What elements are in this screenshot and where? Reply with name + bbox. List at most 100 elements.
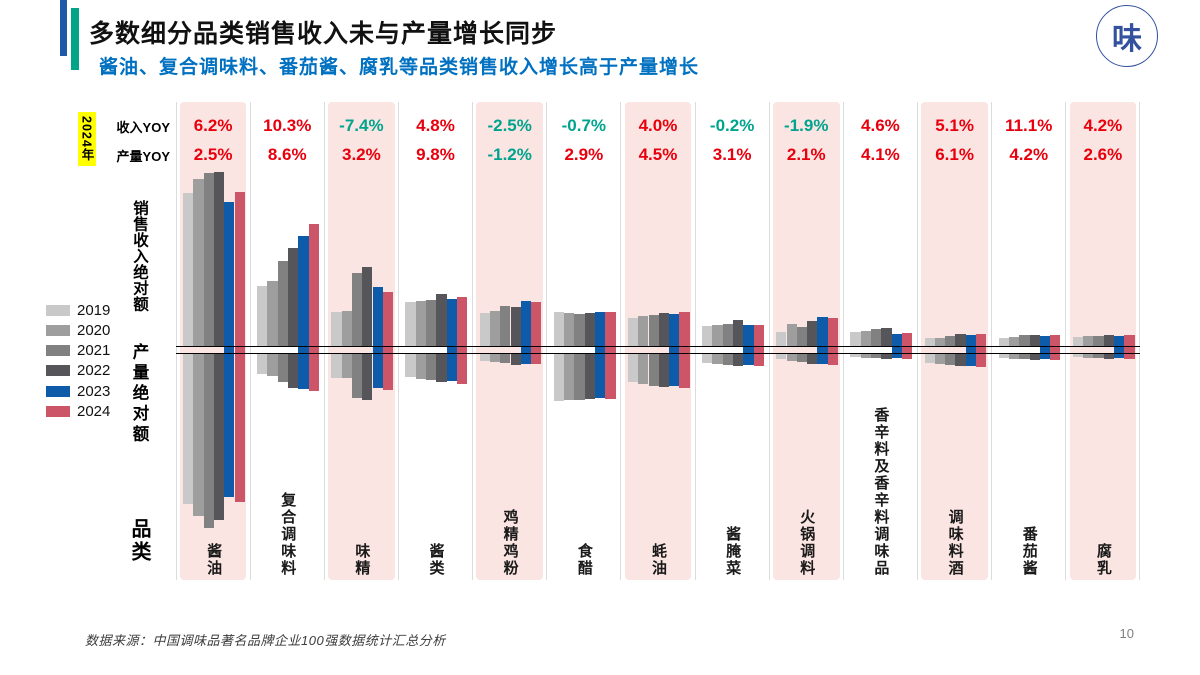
revenue-axis-label: 销售收入绝对额 xyxy=(131,200,148,312)
revenue-production-bar-2024 xyxy=(753,325,764,366)
revenue-production-bar-2024 xyxy=(976,334,987,367)
legend-label: 2022 xyxy=(77,362,111,380)
legend-swatch xyxy=(46,406,70,417)
production-bar-2019 xyxy=(924,353,935,363)
accent-bar-teal xyxy=(71,8,79,70)
column-separator xyxy=(249,102,251,580)
production-yoy-row-label: 产量YOY xyxy=(116,149,170,164)
legend-label: 2024 xyxy=(77,403,111,420)
category-label: 调味料酒 xyxy=(946,509,964,577)
production-bar-2022 xyxy=(510,353,521,365)
production-bar-2020 xyxy=(564,353,575,400)
production-bar-2019 xyxy=(1072,353,1084,357)
revenue-bar-2019 xyxy=(850,332,861,346)
page-title: 多数细分品类销售收入未与产量增长同步 xyxy=(89,20,558,48)
revenue-yoy-value: 4.6% xyxy=(861,116,900,135)
category-axis-label: 品类 xyxy=(128,518,150,564)
revenue-bar-2021 xyxy=(722,324,733,346)
legend-label: 2020 xyxy=(77,321,111,339)
production-bar-2021 xyxy=(945,353,956,365)
production-bar-2022 xyxy=(436,353,447,382)
revenue-bar-2020 xyxy=(341,311,352,346)
revenue-bar-2022 xyxy=(881,328,892,346)
revenue-bar-2021 xyxy=(945,336,956,346)
revenue-yoy-value: -7.4% xyxy=(339,116,384,135)
production-bar-2022 xyxy=(213,353,225,520)
revenue-bar-2022 xyxy=(584,313,595,346)
production-bar-2020 xyxy=(638,353,649,384)
production-bar-2022 xyxy=(658,353,670,387)
production-yoy-value: 9.8% xyxy=(416,145,455,164)
revenue-bar-2020 xyxy=(564,313,575,346)
revenue-bar-2022 xyxy=(732,320,744,346)
production-bar-2019 xyxy=(998,353,1009,358)
production-bar-2022 xyxy=(584,353,595,399)
production-yoy-value: 8.6% xyxy=(267,145,307,164)
revenue-bar-2021 xyxy=(648,315,659,346)
revenue-production-bar-2023 xyxy=(817,317,828,364)
production-bar-2019 xyxy=(405,353,416,377)
revenue-bar-2020 xyxy=(1083,336,1094,346)
revenue-yoy-value: 4.2% xyxy=(1083,116,1123,135)
column-separator xyxy=(1139,102,1141,580)
category-label: 食醋 xyxy=(575,543,593,577)
revenue-yoy-value: 6.2% xyxy=(193,116,233,135)
production-bar-2020 xyxy=(341,353,352,378)
revenue-production-bar-2023 xyxy=(669,314,680,386)
production-bar-2022 xyxy=(955,353,966,366)
production-bar-2019 xyxy=(553,353,565,401)
revenue-bar-2022 xyxy=(1103,335,1114,346)
revenue-bar-2021 xyxy=(351,273,363,346)
revenue-bar-2022 xyxy=(288,248,299,346)
category-label: 酱腌菜 xyxy=(724,526,742,577)
revenue-production-bar-2024 xyxy=(605,312,616,399)
category-label: 香辛料及香辛料调味品 xyxy=(872,407,890,577)
revenue-bar-2019 xyxy=(998,338,1009,346)
production-bar-2021 xyxy=(722,353,733,365)
revenue-bar-2020 xyxy=(860,331,871,346)
revenue-production-bar-2024 xyxy=(531,302,542,364)
revenue-bar-2021 xyxy=(426,300,437,346)
revenue-yoy-value: -1.9% xyxy=(784,116,829,135)
legend-item: 2019 xyxy=(46,302,110,319)
production-bar-2021 xyxy=(1019,353,1030,359)
production-bar-2019 xyxy=(627,353,639,382)
production-yoy-value: 4.2% xyxy=(1009,145,1049,164)
production-bar-2020 xyxy=(860,353,871,358)
revenue-bar-2019 xyxy=(1072,337,1084,346)
production-bar-2020 xyxy=(415,353,427,379)
production-bar-2021 xyxy=(351,353,363,398)
production-yoy-value: 2.9% xyxy=(564,145,604,164)
production-bar-2021 xyxy=(648,353,659,386)
page-number: 10 xyxy=(1119,626,1134,641)
production-bar-2020 xyxy=(1083,353,1094,358)
revenue-production-bar-2023 xyxy=(224,202,235,497)
revenue-bar-2022 xyxy=(362,267,373,346)
column-separator xyxy=(1065,102,1067,580)
production-bar-2020 xyxy=(489,353,501,362)
revenue-bar-2020 xyxy=(193,179,204,346)
revenue-production-bar-2023 xyxy=(520,301,532,364)
logo-character: 味 xyxy=(1112,23,1142,56)
revenue-bar-2019 xyxy=(331,312,342,346)
legend-item: 2022 xyxy=(46,362,111,380)
revenue-production-bar-2024 xyxy=(382,292,394,390)
revenue-bar-2022 xyxy=(436,294,447,346)
revenue-bar-2021 xyxy=(574,314,585,346)
legend-label: 2021 xyxy=(77,342,111,360)
revenue-bar-2021 xyxy=(1093,336,1104,346)
production-yoy-value: 2.5% xyxy=(193,145,233,164)
production-bar-2019 xyxy=(850,353,861,357)
revenue-bar-2022 xyxy=(510,307,521,346)
revenue-bar-2020 xyxy=(638,316,649,346)
revenue-bar-2020 xyxy=(489,311,501,346)
production-bar-2022 xyxy=(362,353,373,400)
revenue-bar-2019 xyxy=(405,302,416,346)
column-separator xyxy=(620,102,622,580)
revenue-bar-2021 xyxy=(500,306,511,346)
revenue-production-bar-2024 xyxy=(456,297,468,384)
production-bar-2021 xyxy=(426,353,437,380)
data-source-note: 数据来源：中国调味品著名品牌企业100强数据统计汇总分析 xyxy=(85,633,446,648)
